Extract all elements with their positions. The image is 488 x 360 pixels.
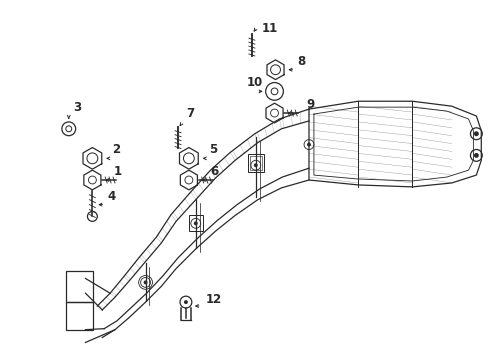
Circle shape <box>253 163 257 167</box>
Circle shape <box>143 280 147 284</box>
Text: 2: 2 <box>112 143 120 156</box>
Text: 1: 1 <box>114 165 122 178</box>
Text: 7: 7 <box>185 107 194 120</box>
Text: 12: 12 <box>205 293 222 306</box>
Text: 6: 6 <box>210 165 218 178</box>
Text: 10: 10 <box>246 76 263 90</box>
Circle shape <box>193 221 197 225</box>
Bar <box>247 154 263 172</box>
Bar <box>66 302 93 330</box>
Bar <box>188 215 202 231</box>
Circle shape <box>473 131 478 136</box>
Text: 4: 4 <box>107 190 115 203</box>
Text: 3: 3 <box>74 101 81 114</box>
Text: 9: 9 <box>305 98 314 111</box>
Text: 11: 11 <box>261 22 277 36</box>
Bar <box>249 156 261 170</box>
Circle shape <box>183 300 187 304</box>
Circle shape <box>473 153 478 158</box>
Text: 8: 8 <box>297 55 305 68</box>
Circle shape <box>306 143 310 147</box>
Text: 5: 5 <box>208 143 216 156</box>
Bar <box>66 271 93 302</box>
